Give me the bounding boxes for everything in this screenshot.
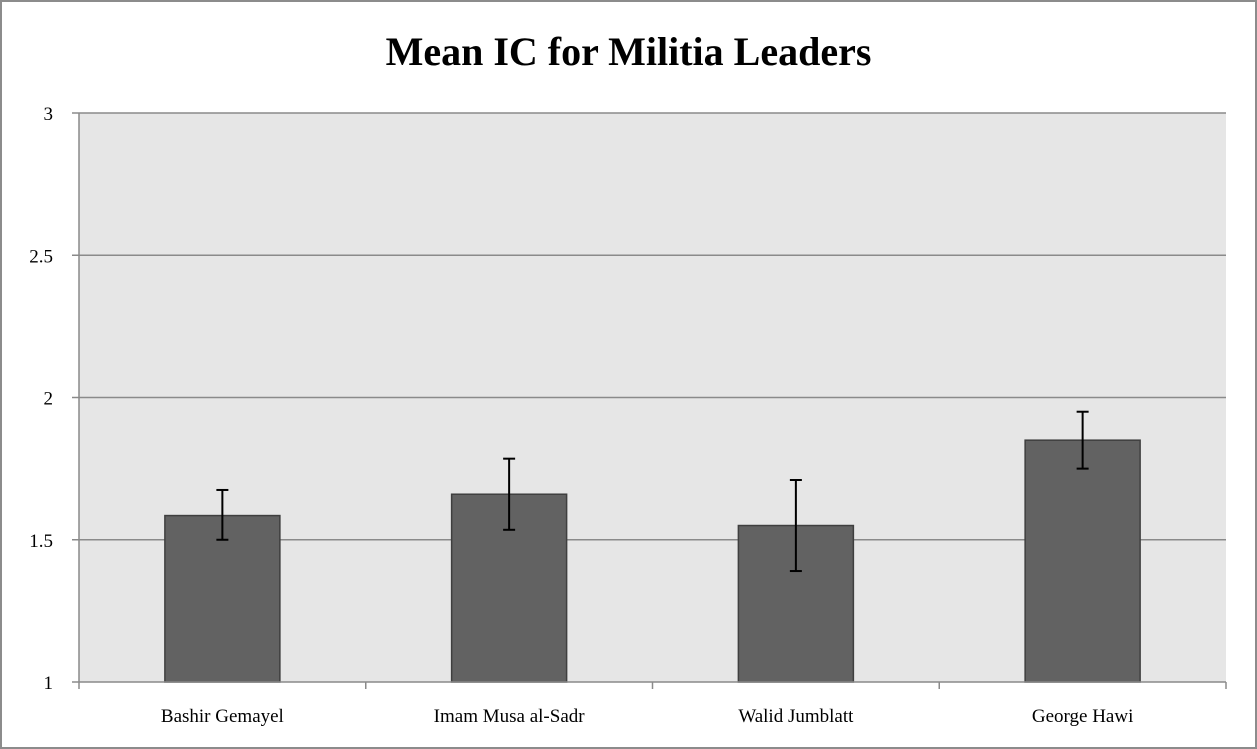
- chart-title: Mean IC for Militia Leaders: [385, 29, 872, 74]
- y-tick-label: 2.5: [29, 246, 53, 267]
- y-tick-label: 1.5: [29, 531, 53, 552]
- y-tick-label: 1: [44, 673, 54, 694]
- bar: [1024, 439, 1141, 683]
- x-tick-label: Bashir Gemayel: [161, 706, 284, 727]
- x-tick-label: George Hawi: [1032, 706, 1133, 727]
- x-tick-label: Imam Musa al-Sadr: [434, 706, 586, 727]
- y-tick-label: 2: [44, 389, 54, 410]
- y-tick-label: 3: [44, 104, 54, 125]
- x-tick-label: Walid Jumblatt: [738, 706, 854, 727]
